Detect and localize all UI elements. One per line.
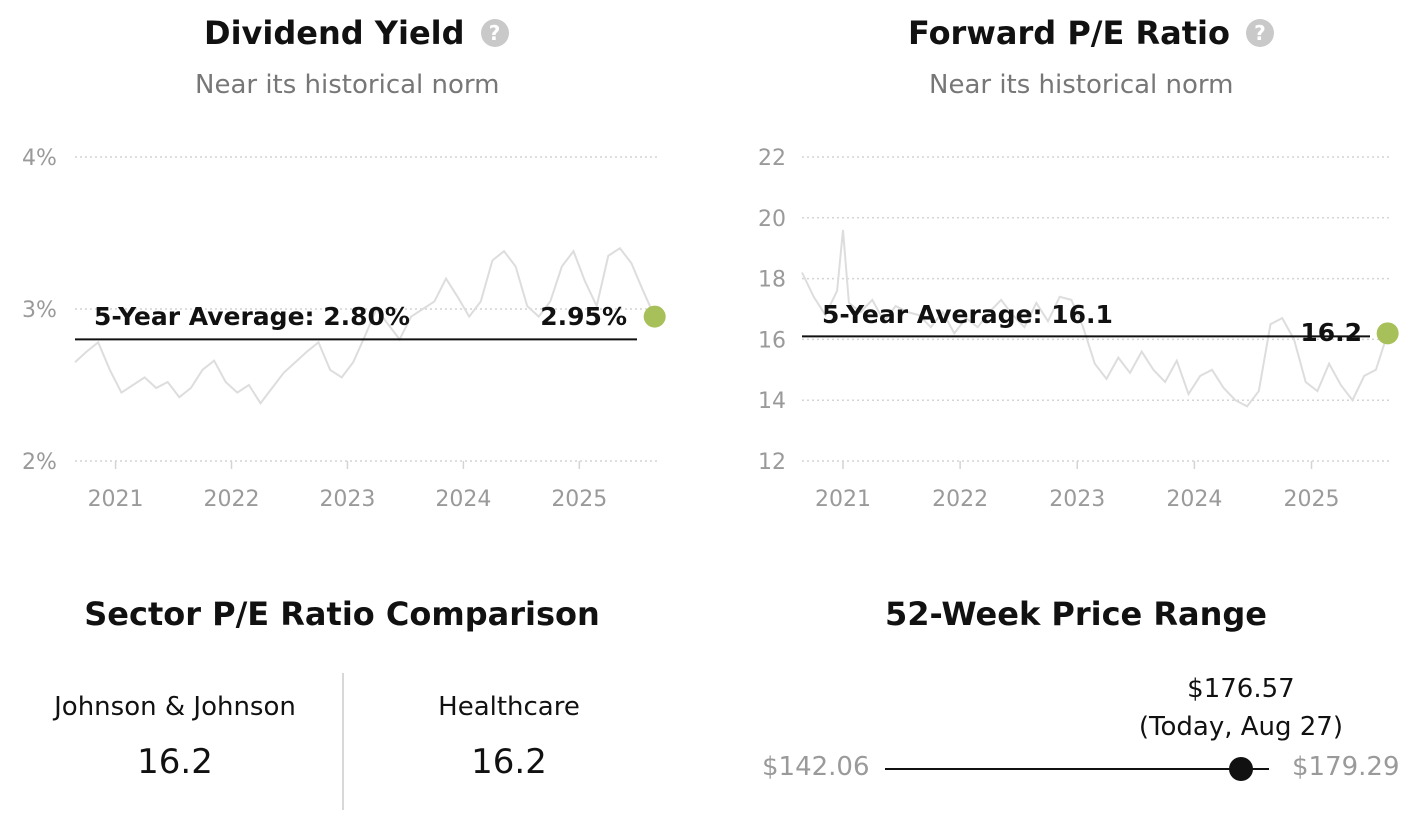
x-tick-label: 2024 xyxy=(435,487,491,512)
y-tick-label: 22 xyxy=(758,146,786,171)
x-tick-label: 2022 xyxy=(932,487,988,512)
y-tick-label: 16 xyxy=(758,328,786,353)
company-pe-column: Johnson & Johnson 16.2 xyxy=(54,692,296,782)
forward-pe-title: Forward P/E Ratio ? xyxy=(908,14,1274,52)
current-price-label: $176.57 (Today, Aug 27) xyxy=(1139,670,1343,746)
forward-pe-subtitle: Near its historical norm xyxy=(929,70,1234,100)
sector-name: Healthcare xyxy=(438,692,580,722)
average-label: 5-Year Average: 2.80% xyxy=(94,302,410,331)
series-line xyxy=(74,246,656,405)
y-tick-label: 18 xyxy=(758,268,786,293)
current-price-marker[interactable] xyxy=(1228,757,1253,781)
current-value-label: 2.95% xyxy=(540,302,627,331)
x-tick-label: 2025 xyxy=(551,487,607,512)
current-price: $176.57 xyxy=(1187,674,1295,704)
current-value-marker xyxy=(1376,322,1399,345)
dividend-yield-subtitle: Near its historical norm xyxy=(195,70,500,100)
sector-pe-title: Sector P/E Ratio Comparison xyxy=(84,595,600,633)
x-tick-label: 2024 xyxy=(1166,487,1222,512)
current-value-label: 16.2 xyxy=(1300,318,1362,347)
question-circle-icon[interactable]: ? xyxy=(480,19,509,47)
current-value-marker xyxy=(643,305,666,328)
company-pe-value: 16.2 xyxy=(137,742,213,782)
comparison-divider xyxy=(342,673,344,810)
y-tick-label: 2% xyxy=(22,450,57,475)
y-tick-label: 14 xyxy=(758,389,786,414)
average-label: 5-Year Average: 16.1 xyxy=(822,300,1113,329)
range-low-label: $142.06 xyxy=(762,752,870,782)
y-tick-label: 20 xyxy=(758,207,786,232)
x-tick-label: 2021 xyxy=(815,487,871,512)
price-range-title: 52-Week Price Range xyxy=(885,595,1267,633)
series-line xyxy=(801,229,1389,408)
y-tick-label: 4% xyxy=(22,146,57,171)
range-high-label: $179.29 xyxy=(1292,752,1400,782)
x-tick-label: 2021 xyxy=(88,487,144,512)
x-tick-label: 2023 xyxy=(319,487,375,512)
x-tick-label: 2023 xyxy=(1049,487,1105,512)
x-tick-label: 2022 xyxy=(204,487,260,512)
sector-pe-value: 16.2 xyxy=(471,742,547,782)
x-tick-label: 2025 xyxy=(1284,487,1340,512)
dividend-yield-title: Dividend Yield ? xyxy=(204,14,509,52)
current-price-note: (Today, Aug 27) xyxy=(1138,712,1344,742)
y-tick-label: 12 xyxy=(758,450,786,475)
company-name: Johnson & Johnson xyxy=(54,692,296,722)
dividend-yield-title-text: Dividend Yield xyxy=(204,14,465,52)
sector-pe-column: Healthcare 16.2 xyxy=(438,692,580,782)
range-track xyxy=(885,768,1269,770)
forward-pe-title-text: Forward P/E Ratio xyxy=(908,14,1230,52)
question-circle-icon[interactable]: ? xyxy=(1245,19,1274,47)
y-tick-label: 3% xyxy=(22,298,57,323)
